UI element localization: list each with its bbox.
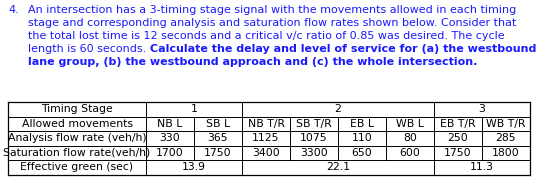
Text: 22.1: 22.1	[326, 162, 350, 172]
Text: 3: 3	[479, 104, 485, 114]
Text: the total lost time is 12 seconds and a critical v/c ratio of 0.85 was desired. : the total lost time is 12 seconds and a …	[28, 31, 505, 41]
Text: 365: 365	[208, 133, 228, 143]
Text: stage and corresponding analysis and saturation flow rates shown below. Consider: stage and corresponding analysis and sat…	[28, 18, 516, 28]
Text: WB L: WB L	[396, 119, 424, 129]
Text: 13.9: 13.9	[182, 162, 206, 172]
Text: 110: 110	[352, 133, 372, 143]
Text: 1075: 1075	[300, 133, 328, 143]
Text: 80: 80	[403, 133, 417, 143]
Text: lane group, (b) the westbound approach and (c) the whole intersection.: lane group, (b) the westbound approach a…	[28, 57, 477, 67]
Text: WB T/R: WB T/R	[486, 119, 526, 129]
Text: Timing Stage: Timing Stage	[41, 104, 113, 114]
Text: 3400: 3400	[252, 148, 280, 158]
Text: 11.3: 11.3	[470, 162, 494, 172]
Text: Allowed movements: Allowed movements	[22, 119, 132, 129]
Text: NB L: NB L	[157, 119, 183, 129]
Text: 1750: 1750	[444, 148, 472, 158]
Text: 285: 285	[495, 133, 516, 143]
Text: SB L: SB L	[206, 119, 230, 129]
Text: Calculate the delay and level of service for (a) the westbound left: Calculate the delay and level of service…	[150, 44, 538, 54]
Text: Saturation flow rate(veh/h): Saturation flow rate(veh/h)	[3, 148, 151, 158]
Text: 650: 650	[352, 148, 372, 158]
Text: 1125: 1125	[252, 133, 280, 143]
Text: 4.: 4.	[8, 5, 19, 15]
Text: 600: 600	[400, 148, 420, 158]
Text: 250: 250	[448, 133, 469, 143]
Text: NB T/R: NB T/R	[247, 119, 285, 129]
Text: 3300: 3300	[300, 148, 328, 158]
Text: length is 60 seconds.: length is 60 seconds.	[28, 44, 150, 54]
Text: EB L: EB L	[350, 119, 374, 129]
Text: 1800: 1800	[492, 148, 520, 158]
Text: 1750: 1750	[204, 148, 232, 158]
Text: Effective green (sec): Effective green (sec)	[20, 162, 133, 172]
Text: 1: 1	[190, 104, 197, 114]
Text: An intersection has a 3-timing stage signal with the movements allowed in each t: An intersection has a 3-timing stage sig…	[28, 5, 516, 15]
Text: 330: 330	[160, 133, 180, 143]
Text: EB T/R: EB T/R	[440, 119, 476, 129]
Text: Analysis flow rate (veh/h): Analysis flow rate (veh/h)	[8, 133, 146, 143]
Text: 1700: 1700	[156, 148, 184, 158]
Text: 2: 2	[335, 104, 342, 114]
Text: SB T/R: SB T/R	[296, 119, 332, 129]
